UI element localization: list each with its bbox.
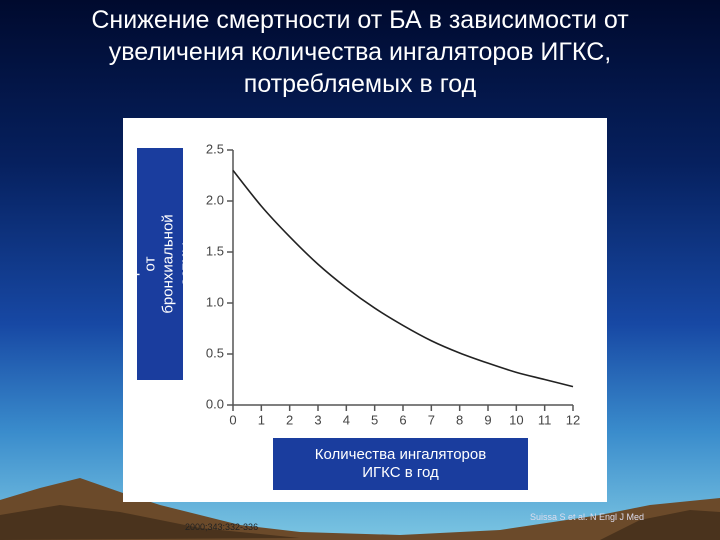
x-tick-label: 9 xyxy=(484,412,491,427)
y-tick-label: 0.0 xyxy=(206,396,224,411)
x-tick-label: 10 xyxy=(509,412,523,427)
x-axis-label: Количества ингаляторов ИГКС в год xyxy=(273,438,528,490)
x-tick-label: 11 xyxy=(538,412,552,427)
title: Снижение смертности от БА в зависимости … xyxy=(91,6,629,98)
y-tick-label: 2.0 xyxy=(206,192,224,207)
x-tick-label: 7 xyxy=(428,412,435,427)
x-tick-label: 12 xyxy=(566,412,580,427)
citation: Suissa S et al. N Engl J Med xyxy=(530,512,645,522)
data-line xyxy=(232,169,574,388)
x-tick-label: 8 xyxy=(456,412,463,427)
y-tick-label: 2.5 xyxy=(206,141,224,156)
x-tick-label: 2 xyxy=(286,412,293,427)
x-tick-label: 6 xyxy=(399,412,406,427)
citation: 2000;343:332-336 xyxy=(185,522,259,532)
x-tick-label: 5 xyxy=(371,412,378,427)
x-tick-label: 3 xyxy=(314,412,321,427)
y-axis-box: Смертность от бронхиальной астмы xyxy=(124,148,195,380)
y-tick-label: 0.5 xyxy=(206,345,224,360)
y-tick-label: 1.5 xyxy=(206,243,224,258)
x-tick-label: 0 xyxy=(229,412,236,427)
y-axis-label: Смертность от бронхиальной астмы xyxy=(124,214,196,314)
y-tick-label: 1.0 xyxy=(206,294,224,309)
x-tick-label: 1 xyxy=(258,412,265,427)
x-tick-label: 4 xyxy=(343,412,350,427)
